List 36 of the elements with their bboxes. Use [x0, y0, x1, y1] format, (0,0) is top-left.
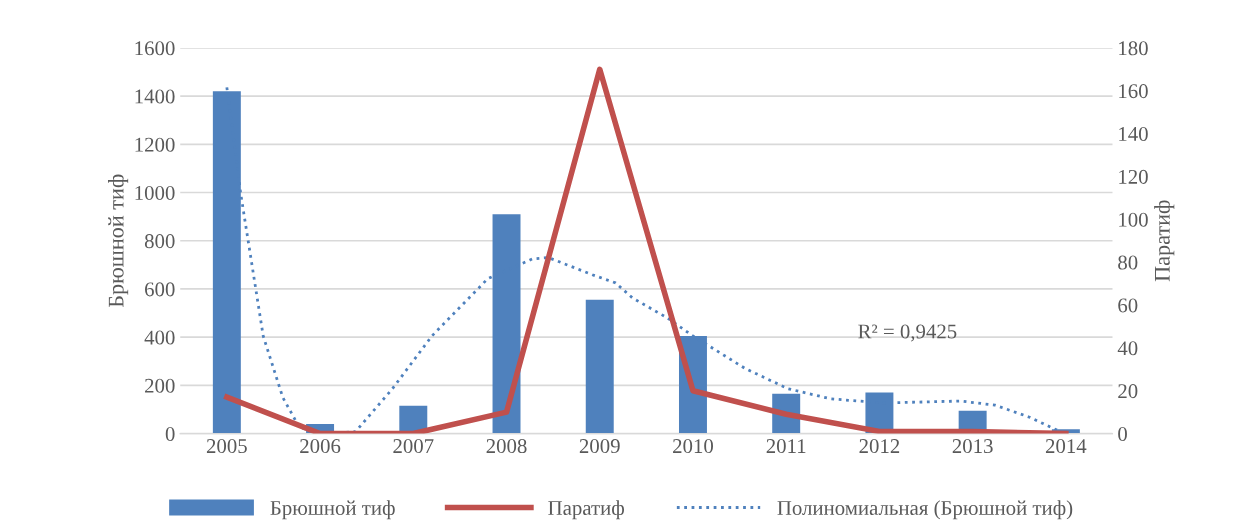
y-tick-label: 1400	[135, 89, 175, 104]
y-tick-label: 1600	[135, 41, 175, 56]
x-tick-label: 2009	[579, 439, 620, 454]
y-tick-label: 1200	[135, 137, 175, 152]
y2-tick-label: 140	[1119, 126, 1148, 142]
bar	[585, 299, 614, 434]
legend-label: Брюшной тиф	[270, 500, 395, 520]
y2-axis-title: Паратиф	[1154, 200, 1175, 282]
y-tick-label: 1000	[135, 185, 175, 200]
x-tick-label: 2010	[673, 439, 714, 454]
x-tick-label: 2011	[766, 439, 806, 454]
y2-tick-label: 80	[1118, 255, 1138, 270]
legend-label: Полиномиальная (Брюшной тиф)	[777, 500, 1073, 520]
x-tick-label: 2012	[859, 439, 900, 454]
x-tick-label: 2014	[1045, 439, 1087, 454]
y-tick-label: 200	[145, 378, 175, 393]
y2-tick-label: 0	[1118, 426, 1127, 442]
x-tick-label: 2007	[393, 439, 434, 454]
y2-tick-label: 160	[1119, 84, 1148, 99]
y-tick-label: 600	[145, 282, 175, 297]
annotation: R² = 0,9425	[858, 324, 957, 342]
y-tick-label: 0	[165, 426, 175, 442]
y2-tick-label: 100	[1119, 212, 1148, 227]
y2-tick-label: 40	[1117, 341, 1138, 356]
y2-tick-label: 60	[1118, 298, 1138, 313]
legend-label: Паратиф	[548, 500, 625, 520]
x-tick-label: 2013	[952, 439, 993, 454]
y-axis-title: Брюшной тиф	[108, 174, 129, 308]
y-tick-label: 800	[144, 234, 175, 249]
x-tick-label: 2005	[206, 439, 247, 454]
y2-tick-label: 180	[1119, 41, 1148, 56]
x-tick-label: 2008	[486, 439, 527, 454]
y2-tick-label: 120	[1119, 169, 1148, 184]
y-tick-label: 400	[144, 330, 175, 345]
y2-tick-label: 20	[1118, 384, 1138, 399]
x-tick-label: 2006	[300, 439, 341, 454]
